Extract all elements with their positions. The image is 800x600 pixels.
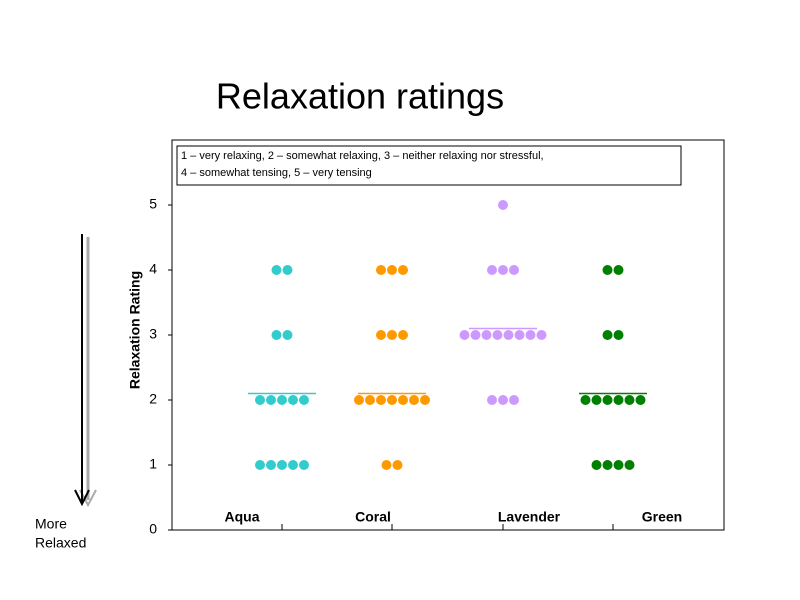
x-tick-label: Aqua bbox=[225, 509, 260, 525]
dot bbox=[487, 265, 497, 275]
dot bbox=[514, 330, 525, 340]
y-tick-label: 3 bbox=[149, 326, 157, 342]
dot bbox=[487, 395, 497, 405]
chart-title: Relaxation ratings bbox=[216, 76, 504, 117]
dot bbox=[481, 330, 492, 340]
dot bbox=[376, 395, 386, 405]
dot bbox=[299, 395, 309, 405]
x-tick-label: Lavender bbox=[498, 509, 561, 525]
dot bbox=[580, 395, 591, 405]
dot bbox=[277, 460, 287, 470]
dot bbox=[536, 330, 547, 340]
y-tick-label: 4 bbox=[149, 261, 157, 277]
note-line: 4 – somewhat tensing, 5 – very tensing bbox=[181, 167, 372, 179]
dot bbox=[591, 460, 602, 470]
y-tick-label: 5 bbox=[149, 196, 157, 212]
plot-frame bbox=[171, 139, 725, 531]
dot bbox=[624, 460, 635, 470]
dot bbox=[613, 395, 624, 405]
dot bbox=[392, 460, 403, 470]
x-tick-label: Green bbox=[642, 509, 682, 525]
dot bbox=[613, 265, 624, 275]
dot bbox=[299, 460, 309, 470]
dot bbox=[503, 330, 514, 340]
dot bbox=[613, 330, 624, 340]
dot bbox=[288, 460, 298, 470]
y-tick-label: 1 bbox=[149, 456, 157, 472]
dot bbox=[266, 460, 276, 470]
dot bbox=[498, 265, 508, 275]
dot bbox=[509, 265, 519, 275]
dot bbox=[602, 265, 613, 275]
arrow-head bbox=[74, 489, 90, 507]
x-tick-label: Coral bbox=[355, 509, 391, 525]
dot bbox=[492, 330, 503, 340]
side-note: Relaxed bbox=[35, 535, 86, 551]
dot bbox=[635, 395, 646, 405]
dot bbox=[288, 395, 298, 405]
dot bbox=[266, 395, 276, 405]
dot bbox=[398, 330, 408, 340]
dot bbox=[624, 395, 635, 405]
note-box bbox=[176, 145, 682, 186]
dot bbox=[387, 395, 397, 405]
dot bbox=[498, 395, 508, 405]
dot bbox=[398, 265, 408, 275]
dot bbox=[255, 395, 265, 405]
dot bbox=[387, 265, 397, 275]
dot bbox=[398, 395, 408, 405]
dot bbox=[613, 460, 624, 470]
dot bbox=[420, 395, 430, 405]
y-tick-label: 0 bbox=[149, 521, 157, 537]
dot bbox=[376, 330, 386, 340]
dot bbox=[387, 330, 397, 340]
note-line: 1 – very relaxing, 2 – somewhat relaxing… bbox=[181, 150, 544, 162]
dot bbox=[381, 460, 392, 470]
dot bbox=[282, 265, 293, 275]
dot bbox=[498, 200, 508, 210]
dot bbox=[409, 395, 419, 405]
dot bbox=[591, 395, 602, 405]
dot bbox=[602, 395, 613, 405]
dot bbox=[509, 395, 519, 405]
dot bbox=[365, 395, 375, 405]
side-note: More bbox=[35, 516, 67, 532]
dot bbox=[282, 330, 293, 340]
dot bbox=[470, 330, 481, 340]
dot bbox=[459, 330, 470, 340]
dot bbox=[602, 330, 613, 340]
dot bbox=[277, 395, 287, 405]
dot bbox=[271, 265, 282, 275]
dot bbox=[376, 265, 386, 275]
y-axis-label: Relaxation Rating bbox=[127, 271, 143, 389]
dot bbox=[354, 395, 364, 405]
dot bbox=[271, 330, 282, 340]
dot bbox=[255, 460, 265, 470]
y-tick-label: 2 bbox=[149, 391, 157, 407]
dot bbox=[602, 460, 613, 470]
dot bbox=[525, 330, 536, 340]
